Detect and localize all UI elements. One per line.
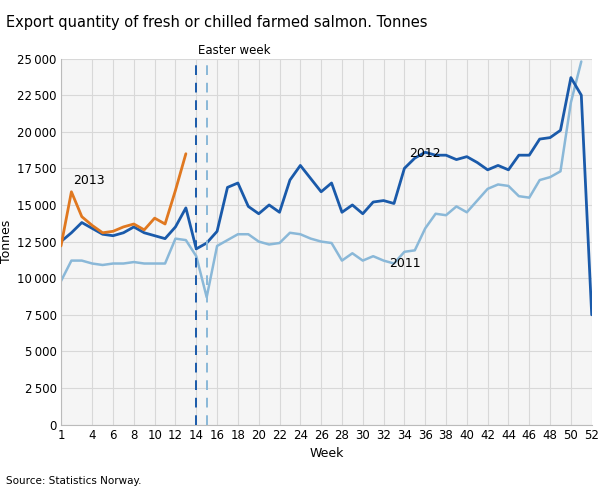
Text: 2011: 2011: [389, 257, 420, 270]
Text: Easter week: Easter week: [198, 44, 271, 57]
X-axis label: Week: Week: [309, 447, 343, 460]
Text: Source: Statistics Norway.: Source: Statistics Norway.: [6, 476, 142, 486]
Text: 2013: 2013: [73, 174, 105, 186]
Text: 2012: 2012: [409, 147, 441, 160]
Y-axis label: Tonnes: Tonnes: [0, 220, 13, 263]
Text: Export quantity of fresh or chilled farmed salmon. Tonnes: Export quantity of fresh or chilled farm…: [6, 15, 428, 30]
